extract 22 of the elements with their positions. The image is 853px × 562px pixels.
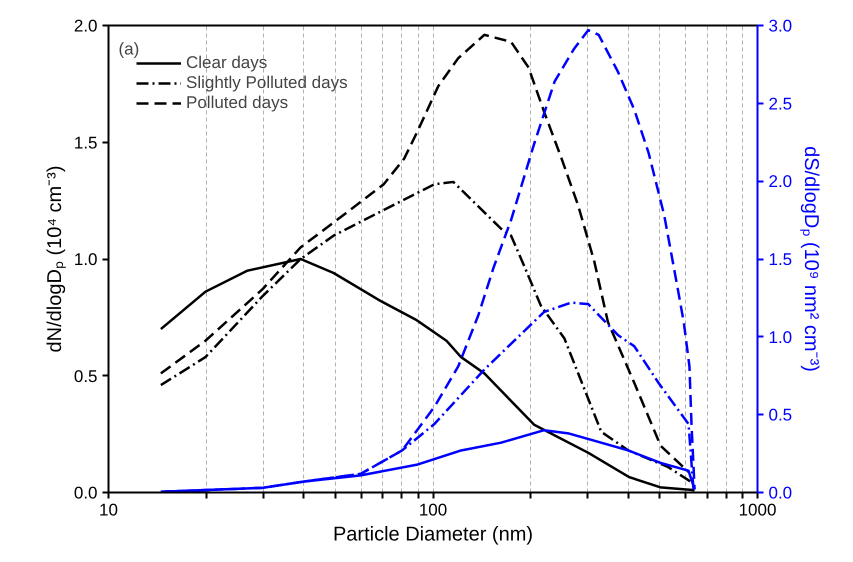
- x-tick-label: 10: [99, 500, 118, 520]
- x-axis-title: Particle Diameter (nm): [332, 524, 534, 546]
- y2-axis-title: dS/dlogDₚ (10⁹ nm² cm⁻³): [800, 146, 822, 372]
- legend-label: Slightly Polluted days: [186, 73, 348, 93]
- y2-tick-label: 3.0: [768, 16, 792, 36]
- annotation: (a): [118, 40, 140, 58]
- legend-label: Clear days: [186, 53, 268, 73]
- y-tick-label: 2.0: [74, 16, 98, 36]
- x-tick-label: 100: [418, 500, 448, 520]
- y2-tick-label: 2.0: [768, 172, 792, 192]
- y2-tick-label: 0.0: [768, 484, 792, 502]
- y-tick-label: 0.5: [74, 366, 98, 386]
- legend-label: Polluted days: [186, 93, 288, 113]
- y2-tick-label: 1.0: [768, 328, 792, 347]
- y-tick-label: 1.0: [74, 250, 98, 269]
- y2-tick-label: 2.5: [768, 94, 792, 114]
- x-tick-label: 1000: [738, 500, 776, 520]
- y-axis-title: dN/dlogDₚ (10⁴ cm⁻³): [44, 166, 66, 352]
- y-tick-label: 0.0: [74, 484, 98, 502]
- y2-tick-label: 0.5: [768, 406, 792, 425]
- y2-tick-label: 1.5: [768, 250, 792, 269]
- y-tick-label: 1.5: [74, 133, 98, 152]
